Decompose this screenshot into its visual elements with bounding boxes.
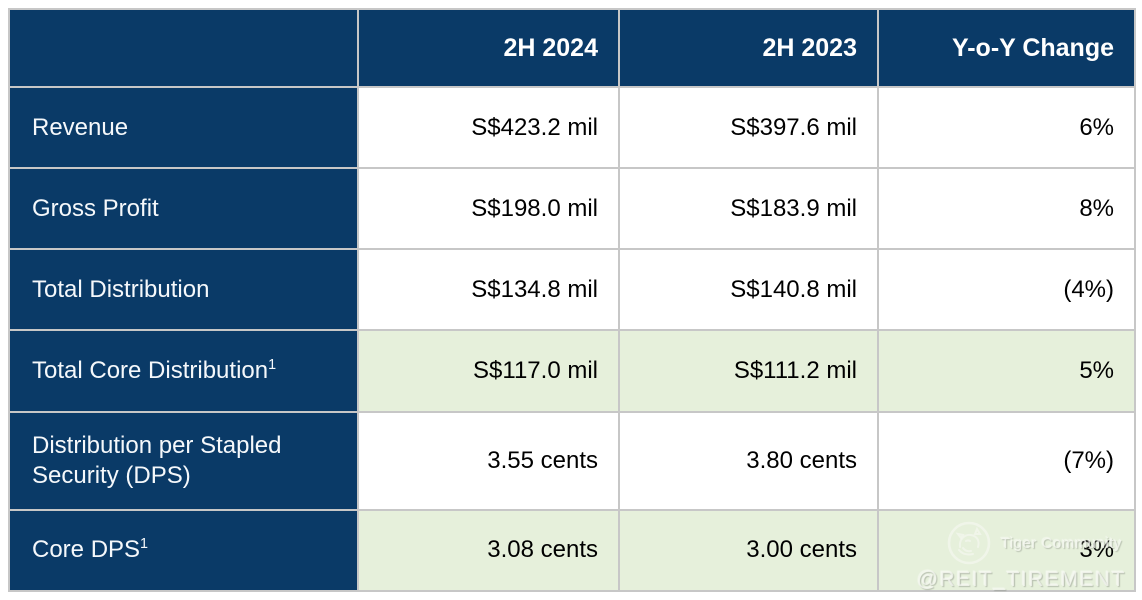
row-label: Total Distribution: [8, 248, 359, 332]
value-yoy-change: (4%): [877, 248, 1136, 332]
table-row: Total Distribution S$134.8 mil S$140.8 mil…: [8, 248, 1136, 332]
row-label: Core DPS1: [8, 508, 359, 593]
value-2h-2023: S$183.9 mil: [618, 167, 879, 251]
value-2h-2024: 3.08 cents: [357, 508, 620, 593]
table-row: Revenue S$423.2 mil S$397.6 mil 6%: [8, 85, 1136, 170]
value-2h-2024: S$423.2 mil: [357, 85, 620, 170]
value-2h-2024: S$198.0 mil: [357, 167, 620, 251]
table-row: Total Core Distribution1 S$117.0 mil S$111…: [8, 329, 1136, 413]
table-body: Revenue S$423.2 mil S$397.6 mil 6% Gross Pro…: [8, 85, 1136, 593]
value-2h-2023: S$397.6 mil: [618, 85, 879, 170]
table-row: Core DPS1 3.08 cents 3.00 cents 3%: [8, 508, 1136, 593]
column-header-2h-2024: 2H 2024: [357, 8, 620, 88]
corner-cell: [8, 8, 359, 88]
value-yoy-change: 3%: [877, 508, 1136, 593]
value-yoy-change: 6%: [877, 85, 1136, 170]
column-header-2h-2023: 2H 2023: [618, 8, 879, 88]
column-header-yoy-change: Y-o-Y Change: [877, 8, 1136, 88]
row-label: Total Core Distribution1: [8, 329, 359, 413]
value-2h-2023: S$111.2 mil: [618, 329, 879, 413]
header-row: 2H 2024 2H 2023 Y-o-Y Change: [8, 8, 1136, 88]
row-label: Revenue: [8, 85, 359, 170]
value-2h-2024: S$117.0 mil: [357, 329, 620, 413]
row-label: Gross Profit: [8, 167, 359, 251]
table-row: Distribution per Stapled Security (DPS) 3…: [8, 410, 1136, 511]
table-header: 2H 2024 2H 2023 Y-o-Y Change: [8, 8, 1136, 88]
financial-results-table: 2H 2024 2H 2023 Y-o-Y Change Revenue S$42…: [8, 8, 1136, 593]
value-yoy-change: 5%: [877, 329, 1136, 413]
value-2h-2023: S$140.8 mil: [618, 248, 879, 332]
value-yoy-change: (7%): [877, 410, 1136, 511]
value-2h-2023: 3.00 cents: [618, 508, 879, 593]
value-2h-2024: 3.55 cents: [357, 410, 620, 511]
row-label: Distribution per Stapled Security (DPS): [8, 410, 359, 511]
table-row: Gross Profit S$198.0 mil S$183.9 mil 8%: [8, 167, 1136, 251]
value-yoy-change: 8%: [877, 167, 1136, 251]
value-2h-2024: S$134.8 mil: [357, 248, 620, 332]
value-2h-2023: 3.80 cents: [618, 410, 879, 511]
